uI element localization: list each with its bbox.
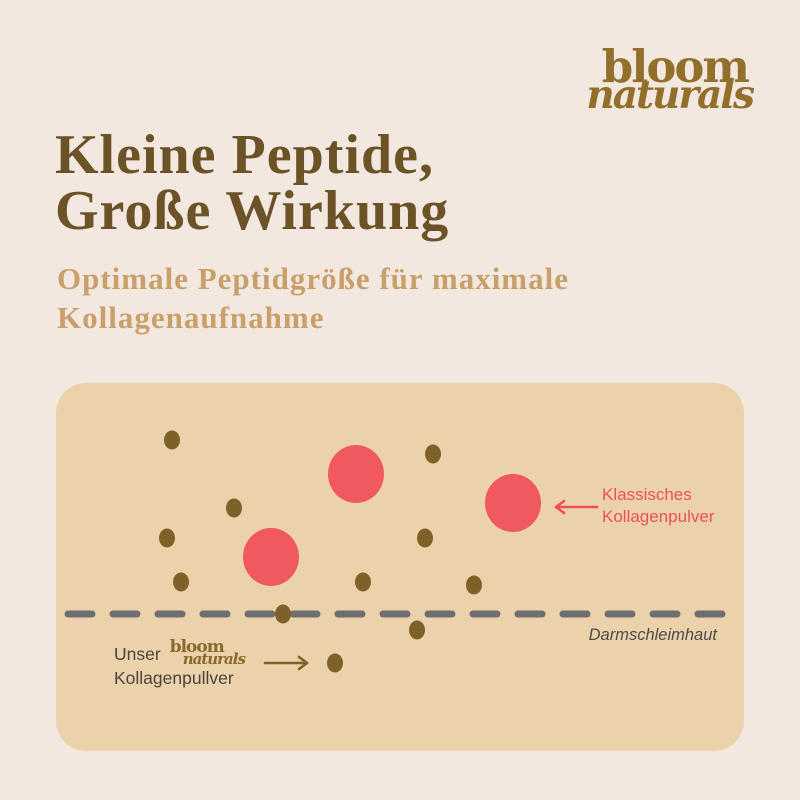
page-title-line1: Kleine Peptide, — [55, 124, 434, 186]
small-peptide-dot — [355, 572, 371, 592]
page-title: Kleine Peptide, Große Wirkung — [55, 127, 449, 239]
small-peptide-dot — [417, 528, 433, 548]
left-arrow-icon-head-icon — [554, 499, 566, 515]
right-arrow-icon-head-icon — [297, 655, 309, 671]
classic-collagen-dot — [243, 528, 299, 586]
page-subtitle-line2: Kollagenaufnahme — [57, 300, 325, 335]
classic-collagen-label-line1: Klassisches — [602, 485, 692, 504]
classic-collagen-dot — [485, 474, 541, 532]
page-subtitle-line1: Optimale Peptidgröße für maximale — [57, 261, 570, 296]
small-peptide-dot — [159, 528, 175, 548]
peptide-size-diagram — [64, 430, 736, 673]
brand-logo-small: bloom naturals — [169, 637, 246, 668]
small-peptide-dot — [275, 604, 291, 624]
small-peptide-dot — [173, 572, 189, 592]
diagram-panel: Klassisches Kollagenpulver Darmschleimha… — [56, 383, 744, 751]
small-peptide-dot — [164, 430, 180, 450]
our-collagen-label-line2: Kollagenpullver — [114, 668, 234, 688]
brand-logo-small-line1: bloom — [169, 637, 225, 657]
small-peptide-dot — [327, 653, 343, 673]
classic-collagen-label: Klassisches Kollagenpulver — [602, 484, 714, 528]
small-peptide-dot — [425, 444, 441, 464]
our-collagen-label-prefix: Unser — [114, 644, 161, 664]
our-collagen-label: Unser bloom naturals Kollagenpullver — [114, 639, 246, 689]
brand-logo-small-line2: naturals — [182, 650, 246, 668]
small-peptide-dot — [466, 575, 482, 595]
classic-collagen-dot — [328, 445, 384, 503]
small-peptide-dot — [409, 620, 425, 640]
brand-logo-line1: bloom — [601, 40, 750, 93]
page-title-line2: Große Wirkung — [55, 180, 450, 242]
our-collagen-label-row1: Unser bloom naturals — [114, 639, 246, 667]
page-subtitle: Optimale Peptidgröße für maximale Kollag… — [57, 259, 569, 337]
membrane-label: Darmschleimhaut — [588, 626, 717, 644]
classic-collagen-label-line2: Kollagenpulver — [602, 507, 715, 526]
small-peptide-dot — [226, 498, 242, 518]
brand-logo-line2: naturals — [586, 72, 755, 118]
brand-logo: bloom naturals — [586, 40, 755, 115]
